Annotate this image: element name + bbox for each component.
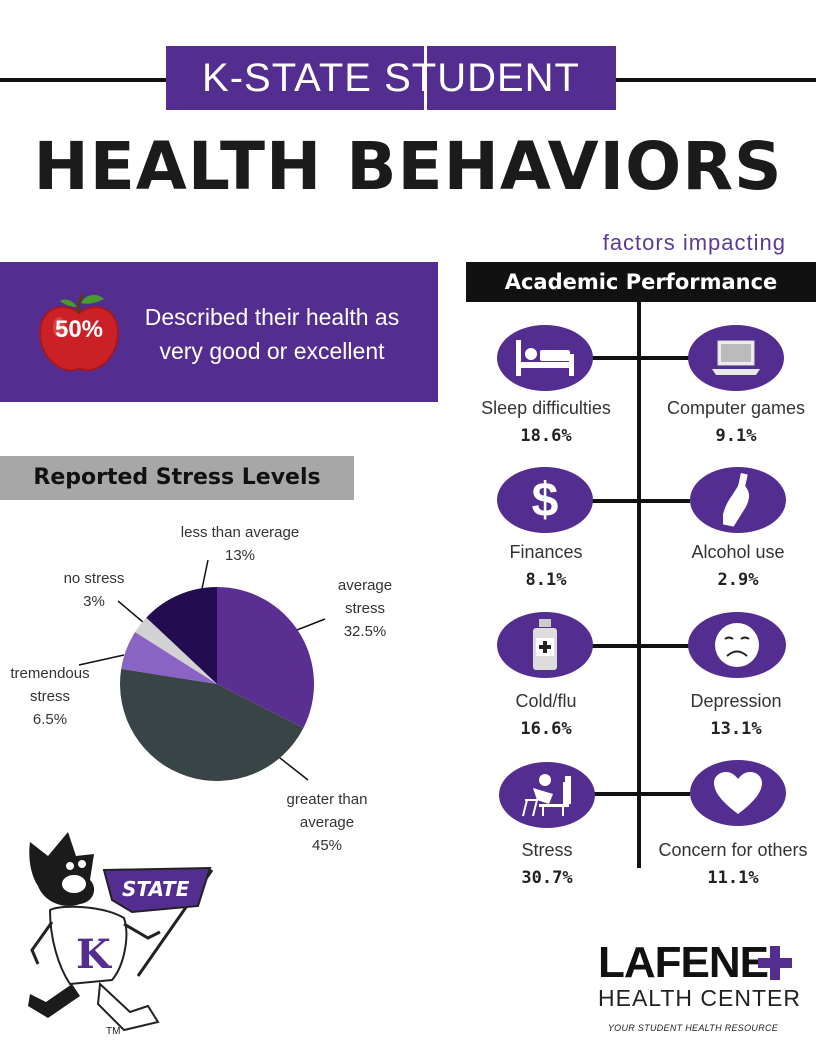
bottle-icon <box>690 467 786 533</box>
heart-icon <box>690 760 786 826</box>
label-tremendous-name2: stress <box>29 688 70 705</box>
label-tremendous-name1: tremendous <box>10 665 90 682</box>
factor-computer-value: 9.1% <box>715 426 757 446</box>
factor-alcohol-label: Alcohol use <box>691 542 785 562</box>
factor-sleep-value: 18.6% <box>520 426 572 446</box>
label-less-than-average: less than average 13% <box>170 521 310 567</box>
factor-finances-value: 8.1% <box>525 570 567 590</box>
factor-concern-value: 11.1% <box>707 868 759 888</box>
factor-depression-label: Depression <box>690 691 782 711</box>
label-tremendous-stress: tremendous stress 6.5% <box>0 662 100 731</box>
timeline-connector <box>592 499 690 503</box>
laptop-icon <box>688 325 784 391</box>
timeline-connector <box>592 644 690 648</box>
label-no-stress: no stress 3% <box>54 567 134 613</box>
flag-text: STATE <box>122 877 190 901</box>
pie-slice-greater-than-average <box>120 668 304 781</box>
stressed-student-icon <box>499 762 595 828</box>
logo-tagline: YOUR STUDENT HEALTH RESOURCE <box>607 1023 779 1033</box>
mascot-letter: K <box>76 931 112 978</box>
label-less-than-average-pct: 13% <box>224 547 256 564</box>
dollar-icon: $ <box>497 467 593 533</box>
factor-finances-label: Finances <box>509 542 583 562</box>
factors-kicker: factors impacting <box>602 230 786 255</box>
health-description: Described their health as very good or e… <box>144 304 400 364</box>
factor-concern-label: Concern for others <box>658 840 808 860</box>
label-greater-than-average: greater than average 45% <box>272 788 382 857</box>
timeline-spine <box>637 302 641 868</box>
stress-title: Reported Stress Levels <box>33 465 321 490</box>
label-greater-pct: 45% <box>311 837 343 854</box>
page-title: HEALTH BEHAVIORS <box>33 128 783 205</box>
pie-slice-less-than-average <box>146 587 217 684</box>
logo-subtitle: HEALTH CENTER <box>598 985 801 1011</box>
timeline-connector <box>592 792 690 796</box>
label-tremendous-pct: 6.5% <box>32 711 68 728</box>
label-less-than-average-name: less than average <box>180 524 300 541</box>
academic-title: Academic Performance <box>466 262 816 302</box>
factor-stress-label: Stress <box>521 840 573 860</box>
label-average-pct: 32.5% <box>343 623 387 640</box>
pie-slice-average-stress <box>217 587 314 729</box>
bed-icon <box>497 325 593 391</box>
label-average-name1: average <box>337 577 393 594</box>
header-subtitle: K-STATE STUDENT <box>166 46 616 110</box>
willie-wildcat-mascot: STATE K TM <box>28 832 214 1036</box>
sad-face-icon <box>688 612 786 678</box>
label-average-name2: stress <box>344 600 385 617</box>
factor-depression-value: 13.1% <box>710 719 762 739</box>
factor-cold-label: Cold/flu <box>515 691 577 711</box>
label-greater-name1: greater than <box>286 791 368 808</box>
factor-alcohol-value: 2.9% <box>717 570 759 590</box>
trademark: TM <box>106 1026 120 1036</box>
factor-sleep-label: Sleep difficulties <box>481 398 611 418</box>
plus-icon <box>758 946 792 980</box>
health-percent: 50% <box>54 316 104 343</box>
factor-stress-value: 30.7% <box>521 868 573 888</box>
label-no-stress-pct: 3% <box>83 593 105 610</box>
label-average-stress: average stress 32.5% <box>325 574 405 643</box>
stress-title-bar <box>0 456 354 500</box>
label-no-stress-name: no stress <box>63 570 125 587</box>
label-greater-name2: average <box>299 814 355 831</box>
health-banner-frame <box>0 7 427 131</box>
pie-slice-no-stress <box>135 617 217 684</box>
timeline-connector <box>592 356 690 360</box>
apple-icon <box>38 293 120 372</box>
logo-name: LAFENE <box>598 938 769 987</box>
pie-slice-tremendous-stress <box>121 632 217 684</box>
factor-computer-label: Computer games <box>666 398 806 418</box>
stress-pie-chart <box>78 559 326 781</box>
medicine-icon <box>497 612 593 678</box>
factor-cold-value: 16.6% <box>520 719 572 739</box>
